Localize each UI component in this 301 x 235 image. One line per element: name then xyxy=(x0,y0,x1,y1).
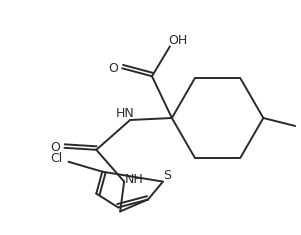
Text: OH: OH xyxy=(168,34,188,47)
Text: Cl: Cl xyxy=(51,152,63,165)
Text: O: O xyxy=(51,141,61,154)
Text: S: S xyxy=(163,169,171,182)
Text: HN: HN xyxy=(116,106,135,120)
Text: O: O xyxy=(108,62,118,75)
Text: NH: NH xyxy=(125,173,144,186)
